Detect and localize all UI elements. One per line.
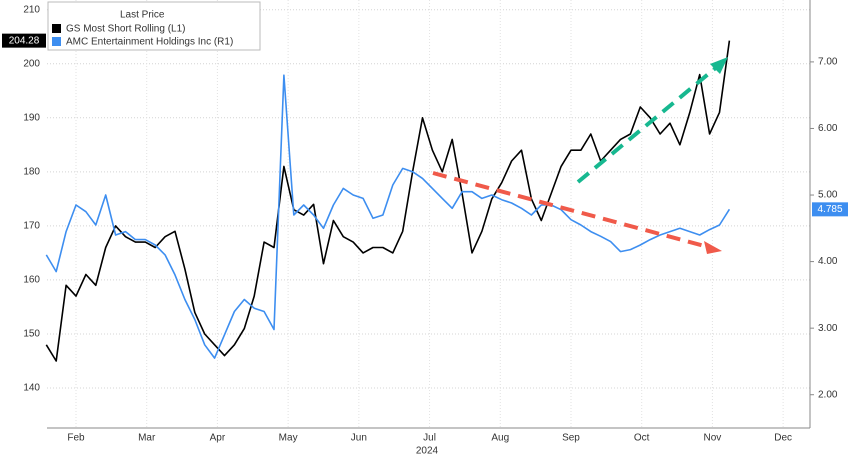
last-value-label: 4.785 bbox=[817, 204, 842, 215]
y-tick-label: 180 bbox=[23, 166, 40, 177]
series-line bbox=[45, 74, 731, 359]
legend: Last Price GS Most Short Rolling (L1) AM… bbox=[47, 1, 261, 51]
legend-swatch bbox=[52, 24, 61, 33]
x-tick-label: Dec bbox=[774, 433, 792, 444]
y-tick-label: 200 bbox=[23, 58, 40, 69]
legend-box bbox=[47, 1, 261, 51]
lines bbox=[45, 40, 731, 362]
arrow-head bbox=[710, 57, 728, 74]
x-tick-label: Aug bbox=[491, 433, 509, 444]
arrow-head bbox=[704, 241, 722, 254]
y-tick-label: 190 bbox=[23, 112, 40, 123]
y-tick-label: 150 bbox=[23, 329, 40, 340]
legend-label: GS Most Short Rolling (L1) bbox=[66, 24, 186, 35]
last-value-tag bbox=[812, 202, 848, 217]
y2-tick-label: 4.00 bbox=[818, 256, 838, 267]
year-label: 2024 bbox=[416, 446, 439, 457]
y2-tick-label: 6.00 bbox=[818, 123, 838, 134]
series-line bbox=[45, 40, 731, 362]
last-value-tag bbox=[2, 33, 46, 48]
x-tick-label: Feb bbox=[67, 433, 85, 444]
legend-label: AMC Entertainment Holdings Inc (R1) bbox=[66, 37, 233, 48]
x-tick-label: Jul bbox=[423, 433, 436, 444]
legend-title: Last Price bbox=[120, 10, 165, 21]
y-tick-label: 210 bbox=[23, 4, 40, 15]
y2-tick-label: 3.00 bbox=[818, 323, 838, 334]
legend-swatch bbox=[52, 37, 61, 46]
x-tick-label: Mar bbox=[138, 433, 156, 444]
trend-arrow-up bbox=[576, 64, 720, 184]
y2-tick-label: 5.00 bbox=[818, 190, 838, 201]
y-tick-label: 140 bbox=[23, 383, 40, 394]
y-tick-label: 170 bbox=[23, 221, 40, 232]
x-tick-label: Nov bbox=[704, 433, 722, 444]
y-tick-label: 160 bbox=[23, 275, 40, 286]
x-tick-label: May bbox=[279, 433, 298, 444]
grid bbox=[47, 0, 810, 428]
trend-arrow-down bbox=[432, 171, 713, 250]
x-tick-label: Jun bbox=[351, 433, 367, 444]
y2-tick-label: 7.00 bbox=[818, 57, 838, 68]
y2-tick-label: 2.00 bbox=[818, 389, 838, 400]
x-tick-label: Apr bbox=[210, 433, 226, 444]
x-tick-label: Sep bbox=[562, 433, 580, 444]
x-tick-label: Oct bbox=[634, 433, 650, 444]
last-value-label: 204.28 bbox=[9, 35, 40, 46]
